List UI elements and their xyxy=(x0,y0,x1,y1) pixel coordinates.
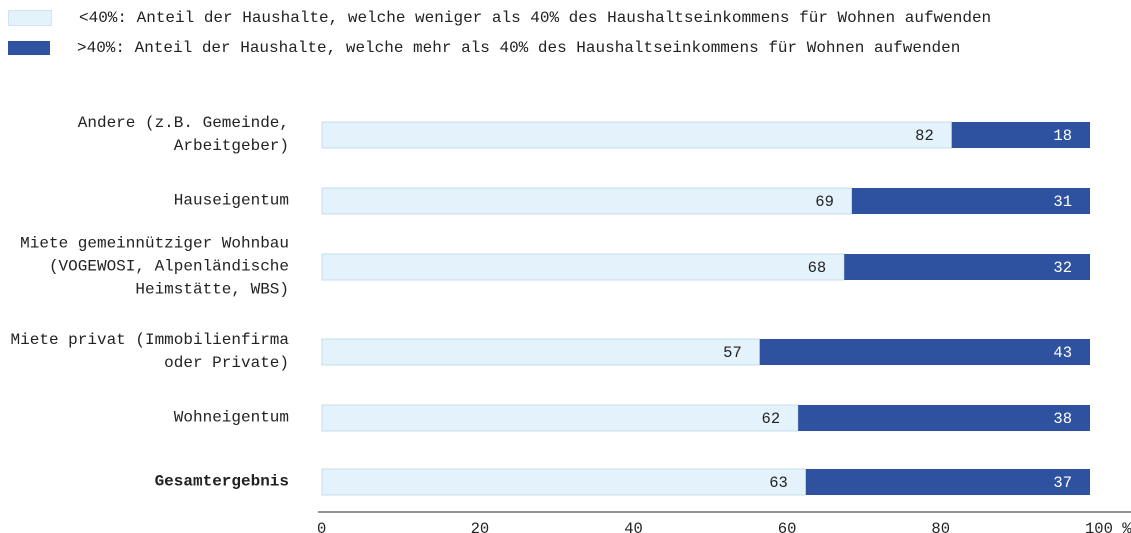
bar-segment xyxy=(321,121,953,149)
bar-segment xyxy=(759,339,1090,365)
legend-label: >40%: Anteil der Haushalte, welche mehr … xyxy=(77,39,961,57)
legend-swatch xyxy=(8,41,50,55)
category-label: Wohneigentum xyxy=(173,408,289,427)
value-label: 43 xyxy=(1053,344,1072,362)
x-tick-label: 100 % xyxy=(1085,520,1131,533)
x-tick-label: 0 xyxy=(317,520,326,533)
x-tick-label: 60 xyxy=(778,520,797,533)
legend-item: >40%: Anteil der Haushalte, welche mehr … xyxy=(8,39,960,57)
value-label: 69 xyxy=(815,193,834,211)
bar-segment xyxy=(321,187,853,215)
x-tick-label: 40 xyxy=(624,520,643,533)
category-label: Gesamtergebnis xyxy=(154,472,289,491)
value-label: 38 xyxy=(1053,410,1072,428)
category-label: Hauseigentum xyxy=(173,191,289,210)
bar-segment xyxy=(951,122,1090,148)
bar-segment xyxy=(321,468,807,496)
value-label: 31 xyxy=(1053,193,1072,211)
value-label: 32 xyxy=(1053,259,1072,277)
value-label: 57 xyxy=(723,344,742,362)
value-label: 82 xyxy=(915,127,934,145)
x-tick-label: 80 xyxy=(931,520,950,533)
value-label: 37 xyxy=(1053,474,1072,492)
x-tick-label: 20 xyxy=(471,520,490,533)
bar-segment xyxy=(321,338,761,366)
bar-segment xyxy=(844,254,1090,280)
value-label: 62 xyxy=(762,410,781,428)
category-label: Miete privat (Immobilienfirma oder Priva… xyxy=(10,331,289,372)
value-label: 63 xyxy=(769,474,788,492)
bar-segment xyxy=(321,253,845,281)
category-label: Andere (z.B. Gemeinde, Arbeitgeber) xyxy=(77,114,289,155)
bar-segment xyxy=(798,405,1090,431)
legend-swatch xyxy=(8,10,52,26)
bar-segment xyxy=(851,188,1090,214)
bar-segment xyxy=(321,404,799,432)
value-label: 68 xyxy=(808,259,827,277)
bar-segment xyxy=(805,469,1090,495)
legend-label: <40%: Anteil der Haushalte, welche wenig… xyxy=(79,9,992,27)
legend-item: <40%: Anteil der Haushalte, welche wenig… xyxy=(8,9,991,27)
value-label: 18 xyxy=(1053,127,1072,145)
category-label: Miete gemeinnütziger Wohnbau (VOGEWOSI, … xyxy=(20,234,289,299)
